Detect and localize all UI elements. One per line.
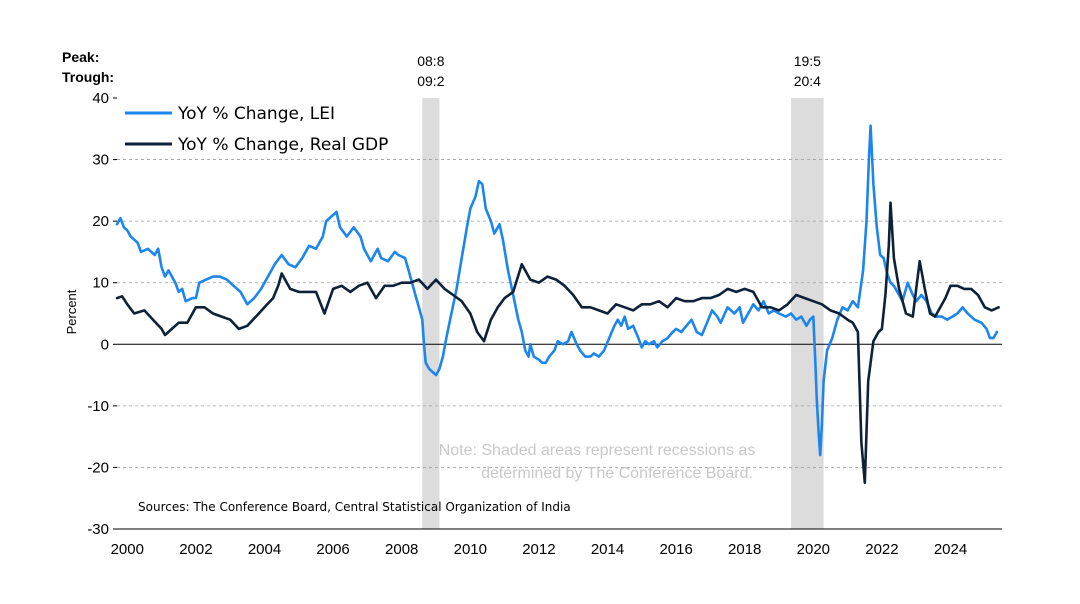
x-tick-label-2010: 2010 bbox=[454, 541, 487, 558]
recession-peak-label-0: 08:8 bbox=[417, 53, 444, 69]
y-tick-label-30: 30 bbox=[92, 152, 109, 169]
y-tick-label-20: 20 bbox=[92, 213, 109, 230]
series-lines bbox=[115, 124, 1000, 485]
recession-shading bbox=[422, 98, 824, 529]
y-tick-label--30: -30 bbox=[87, 521, 109, 538]
x-tick-label-2006: 2006 bbox=[316, 541, 349, 558]
recession-trough-label-0: 09:2 bbox=[417, 73, 444, 89]
x-tick-label-2020: 2020 bbox=[797, 541, 830, 558]
x-tick-label-2008: 2008 bbox=[385, 541, 418, 558]
y-tick-label--20: -20 bbox=[87, 459, 109, 476]
y-tick-label-0: 0 bbox=[101, 336, 109, 353]
x-tick-label-2000: 2000 bbox=[111, 541, 144, 558]
legend: YoY % Change, LEI YoY % Change, Real GDP bbox=[125, 104, 388, 155]
x-tick-label-2024: 2024 bbox=[934, 541, 967, 558]
series-line-gdp bbox=[115, 201, 1000, 485]
note-line-2: determined by The Conference Board. bbox=[481, 465, 753, 482]
gridlines bbox=[117, 159, 1002, 468]
legend-label-gdp: YoY % Change, Real GDP bbox=[177, 135, 388, 155]
note-line-1: Note: Shaded areas represent recessions … bbox=[439, 442, 756, 459]
recession-trough-label-1: 20:4 bbox=[794, 73, 821, 89]
y-axis-label: Percent bbox=[64, 289, 79, 334]
recession-bar-1 bbox=[791, 98, 824, 529]
x-tick-label-2016: 2016 bbox=[659, 541, 692, 558]
y-tick-label-10: 10 bbox=[92, 275, 109, 292]
x-tick-label-2018: 2018 bbox=[728, 541, 761, 558]
x-tick-label-2022: 2022 bbox=[865, 541, 898, 558]
x-tick-label-2002: 2002 bbox=[179, 541, 212, 558]
axes: -30 -20 -10 0 10 20 30 40 2000 2002 2004 2006 2008 20… bbox=[87, 90, 1002, 558]
recession-peak-label-1: 19:5 bbox=[794, 53, 821, 69]
recession-labels: 08:8 09:2 19:5 20:4 bbox=[417, 53, 821, 89]
source-text: Sources: The Conference Board, Central S… bbox=[138, 500, 571, 514]
recession-bar-0 bbox=[422, 98, 440, 529]
y-tick-label--10: -10 bbox=[87, 398, 109, 415]
peak-header: Peak: bbox=[62, 49, 99, 65]
x-tick-label-2014: 2014 bbox=[591, 541, 624, 558]
y-tick-label-40: 40 bbox=[92, 90, 109, 107]
x-tick-label-2012: 2012 bbox=[522, 541, 555, 558]
x-tick-label-2004: 2004 bbox=[248, 541, 281, 558]
trough-header: Trough: bbox=[62, 69, 114, 85]
legend-label-lei: YoY % Change, LEI bbox=[177, 104, 335, 124]
series-line-lei bbox=[115, 124, 999, 457]
